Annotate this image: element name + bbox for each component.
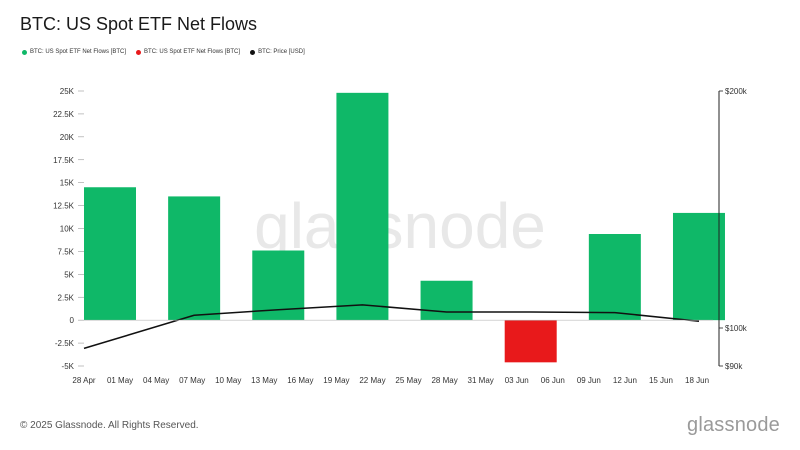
watermark-text: glassnode <box>254 190 546 262</box>
y-axis-left: 25K 22.5K 20K 17.5K 15K 12.5K 10K 7.5K 5K 2.5K 0 -2… <box>53 87 713 371</box>
x-axis: 28 Apr 01 May 04 May 07 May 10 May 13 May 16 M… <box>72 376 709 385</box>
x-tick-label: 03 Jun <box>505 376 529 385</box>
y-tick-label: 25K <box>60 87 75 96</box>
x-tick-label: 25 May <box>395 376 421 385</box>
y-tick-label: -5K <box>62 362 75 371</box>
legend-item-inflows[interactable]: BTC: US Spot ETF Net Flows [BTC] <box>22 49 126 55</box>
y-tick-label: 0 <box>70 316 75 325</box>
bar[interactable] <box>336 92 389 321</box>
y2-tick-label: $100k <box>725 324 748 333</box>
x-tick-label: 16 May <box>287 376 313 385</box>
y-tick-label: 22.5K <box>53 110 75 119</box>
y-tick-label: 2.5K <box>58 293 75 302</box>
x-tick-label: 01 May <box>107 376 133 385</box>
legend-label: BTC: US Spot ETF Net Flows [BTC] <box>144 49 241 55</box>
x-tick-label: 10 May <box>215 376 241 385</box>
legend-item-outflows[interactable]: BTC: US Spot ETF Net Flows [BTC] <box>136 49 240 55</box>
bar[interactable] <box>672 212 725 321</box>
x-tick-label: 13 May <box>251 376 277 385</box>
x-tick-label: 06 Jun <box>541 376 565 385</box>
y2-tick-label: $90k <box>725 362 743 371</box>
bar[interactable] <box>420 280 473 321</box>
legend-label: BTC: Price [USD] <box>258 49 305 55</box>
legend-swatch-green <box>22 49 27 55</box>
y-tick-label: 15K <box>60 179 75 188</box>
x-tick-label: 04 May <box>143 376 169 385</box>
chart-legend: BTC: US Spot ETF Net Flows [BTC] BTC: US… <box>22 49 305 55</box>
x-tick-label: 15 Jun <box>649 376 673 385</box>
y-tick-label: 12.5K <box>53 202 75 211</box>
y-tick-label: 20K <box>60 133 75 142</box>
y2-tick-label: $200k <box>725 87 748 96</box>
legend-label: BTC: US Spot ETF Net Flows [BTC] <box>30 49 127 55</box>
chart-title: BTC: US Spot ETF Net Flows <box>20 14 258 34</box>
x-tick-label: 19 May <box>323 376 349 385</box>
x-tick-label: 28 Apr <box>72 376 95 385</box>
y-axis-right: $200k $100k $90k <box>718 87 748 371</box>
brand-logo-text: glassnode <box>687 414 780 436</box>
legend-swatch-red <box>136 49 142 55</box>
bar[interactable] <box>84 187 136 321</box>
bar-series <box>84 92 725 363</box>
x-tick-label: 31 May <box>468 376 494 385</box>
y-tick-label: 5K <box>64 270 74 279</box>
y-tick-label: -2.5K <box>55 339 75 348</box>
y-tick-label: 17.5K <box>53 156 75 165</box>
legend-swatch-black <box>250 49 256 55</box>
legend-item-price[interactable]: BTC: Price [USD] <box>250 49 305 55</box>
bar[interactable] <box>504 320 557 363</box>
x-tick-label: 18 Jun <box>685 376 709 385</box>
y-tick-label: 10K <box>60 225 75 234</box>
price-line <box>83 304 700 350</box>
x-tick-label: 22 May <box>359 376 385 385</box>
bar[interactable] <box>168 196 221 321</box>
price-series <box>83 304 700 350</box>
copyright-text: © 2025 Glassnode. All Rights Reserved. <box>20 420 199 431</box>
x-tick-label: 07 May <box>179 376 205 385</box>
x-tick-label: 28 May <box>431 376 457 385</box>
x-tick-label: 12 Jun <box>613 376 637 385</box>
y-tick-label: 7.5K <box>58 247 75 256</box>
x-tick-label: 09 Jun <box>577 376 601 385</box>
bar[interactable] <box>588 234 641 321</box>
